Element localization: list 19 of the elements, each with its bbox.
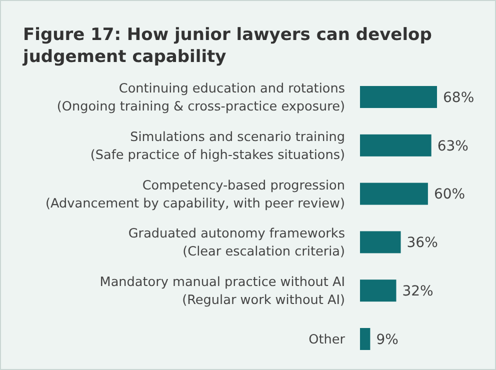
data-label: 32% [402,284,434,300]
data-label: 9% [376,332,398,348]
data-label: 60% [434,186,466,203]
chart-title: Figure 17: How junior lawyers can develop judgement capability [22,25,432,67]
y-tick-label: Continuing education and rotations (Ongoing training & cross-practice exposure) [56,81,346,114]
y-tick-label: Graduated autonomy frameworks (Clear escalation criteria) [128,226,346,260]
bar [360,328,370,350]
data-label: 63% [437,138,468,154]
data-label: 36% [406,235,438,252]
y-tick-label: Other [308,332,346,348]
y-tick-label: Mandatory manual practice without AI (Regular work without AI) [100,275,345,308]
bar [360,182,428,205]
y-tick-label: Competency-based progression (Advancement by capability, with peer review) [46,178,345,212]
bar [360,231,401,254]
y-tick-label: Simulations and scenario training (Safe practice of high-stakes situations) [90,130,345,163]
data-label: 68% [443,90,474,106]
bar [360,280,396,302]
bar [360,134,432,156]
bar [360,86,437,108]
